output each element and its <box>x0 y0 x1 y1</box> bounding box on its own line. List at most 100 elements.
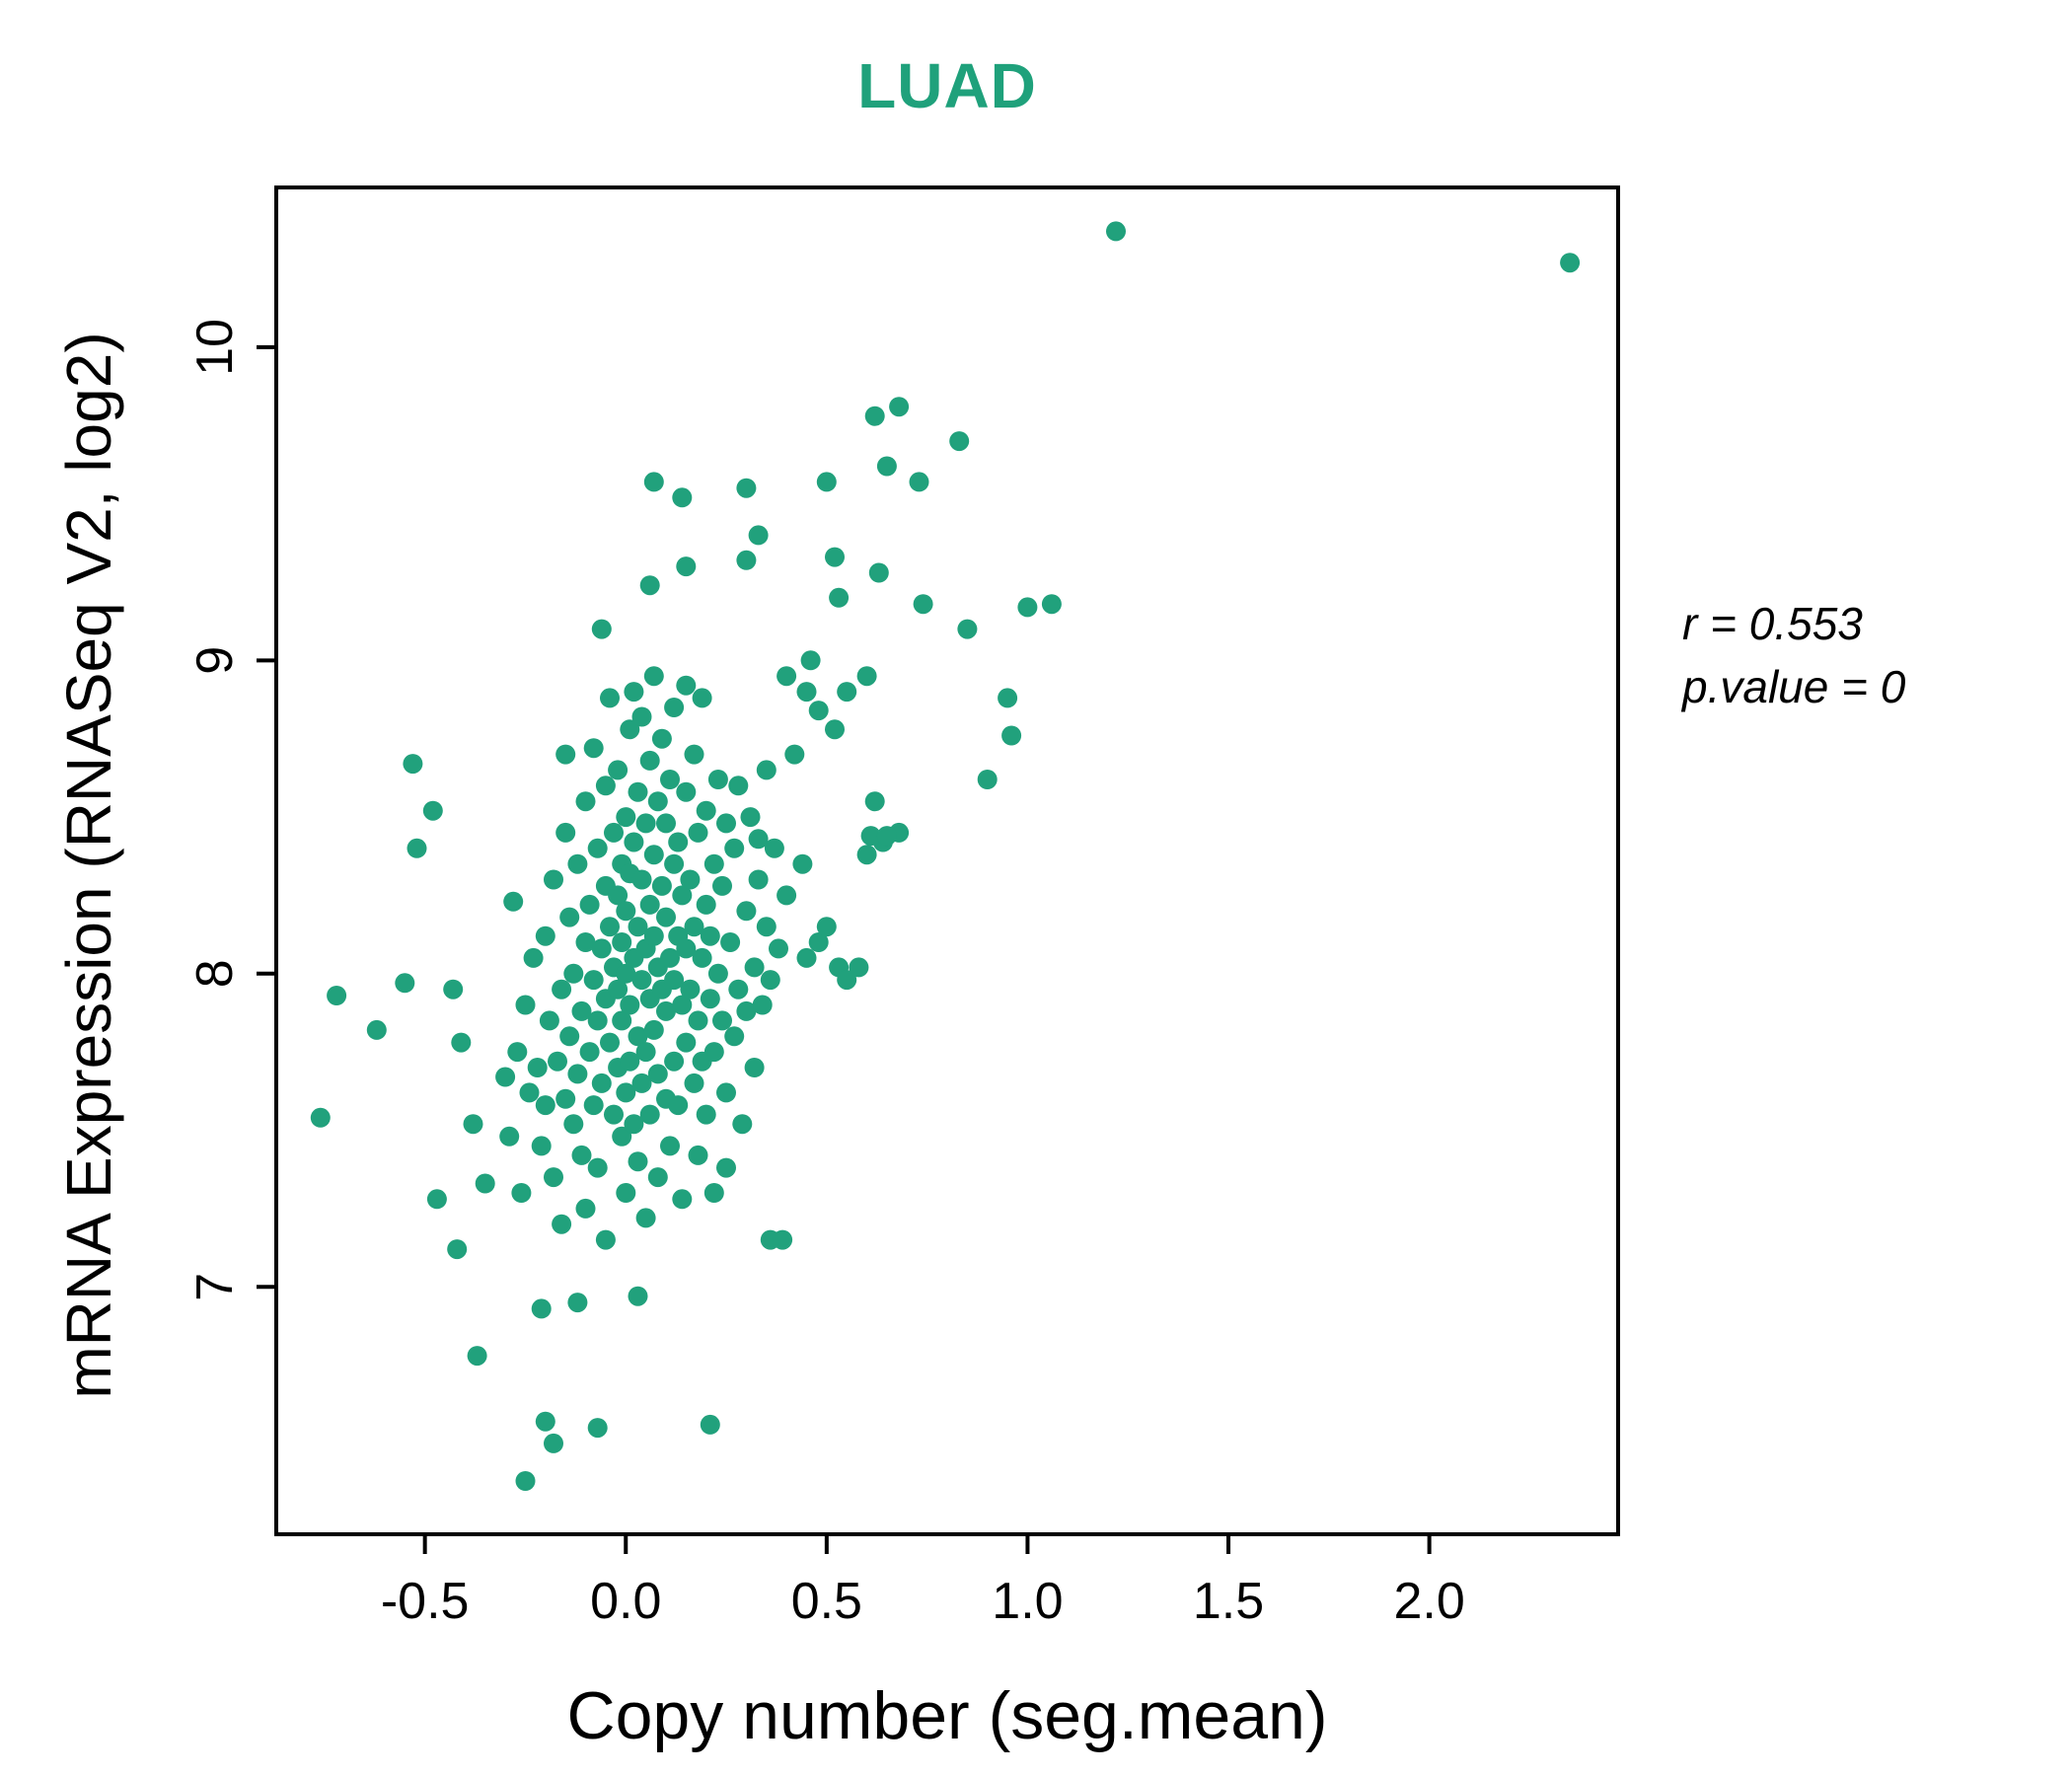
data-point <box>631 869 652 890</box>
data-point <box>672 487 693 508</box>
data-point <box>680 869 701 890</box>
data-point <box>664 1051 685 1072</box>
data-point <box>552 979 572 999</box>
data-point <box>868 562 889 583</box>
data-point <box>503 891 524 912</box>
data-point <box>535 925 555 946</box>
data-point <box>777 666 797 687</box>
data-point <box>507 1042 528 1063</box>
data-point <box>643 925 664 946</box>
data-point <box>684 1073 704 1093</box>
data-point <box>684 917 704 937</box>
data-point <box>639 1104 660 1125</box>
x-tick-label: 0.5 <box>791 1573 862 1630</box>
data-point <box>664 853 685 874</box>
data-point <box>1560 253 1581 273</box>
data-point <box>748 829 769 850</box>
data-point <box>555 822 576 843</box>
data-point <box>856 666 877 687</box>
data-point <box>628 917 648 937</box>
data-point <box>728 776 749 796</box>
data-point <box>728 979 749 999</box>
data-point <box>422 800 443 821</box>
data-point <box>624 832 644 852</box>
y-tick-label: 8 <box>186 959 244 988</box>
data-point <box>639 750 660 771</box>
data-point <box>849 957 869 978</box>
data-point <box>1041 594 1062 615</box>
data-point <box>913 594 933 615</box>
data-point <box>696 894 716 915</box>
data-point <box>579 1042 600 1063</box>
data-point <box>829 587 850 608</box>
data-point <box>700 925 720 946</box>
data-point <box>624 682 644 703</box>
data-point <box>608 885 629 906</box>
data-point <box>740 807 761 828</box>
data-point <box>700 989 720 1009</box>
data-point <box>651 728 672 749</box>
data-point <box>796 682 817 703</box>
data-point <box>688 1010 708 1031</box>
data-point <box>977 770 998 789</box>
data-point <box>736 550 757 570</box>
data-point <box>656 1000 676 1021</box>
data-point <box>447 1239 468 1260</box>
data-point <box>712 1010 732 1031</box>
data-point <box>612 1126 632 1147</box>
data-point <box>909 472 929 492</box>
data-point <box>816 917 837 937</box>
data-point <box>591 1073 612 1093</box>
data-point <box>327 986 347 1005</box>
data-point <box>628 1286 648 1306</box>
data-point <box>773 1229 793 1250</box>
data-point <box>567 1064 588 1084</box>
data-point <box>395 973 415 994</box>
data-point <box>736 901 757 922</box>
correlation-annotation: r = 0.553 p.value = 0 <box>1682 592 1905 718</box>
data-point <box>764 838 784 858</box>
data-point <box>552 1214 572 1234</box>
data-point <box>567 853 588 874</box>
data-point <box>825 719 845 740</box>
data-point <box>957 619 978 639</box>
data-point <box>523 947 544 968</box>
data-point <box>744 957 765 978</box>
p-value-text: p.value = 0 <box>1682 661 1906 712</box>
data-point <box>555 1088 576 1109</box>
data-point <box>647 1167 668 1188</box>
x-tick-label: 1.0 <box>992 1573 1063 1630</box>
data-point <box>664 698 685 717</box>
data-point <box>575 932 596 952</box>
data-point <box>752 995 773 1015</box>
data-point <box>575 791 596 812</box>
data-point <box>656 813 676 834</box>
data-point <box>587 1010 608 1031</box>
data-point <box>860 826 881 847</box>
data-point <box>531 1136 552 1156</box>
data-point <box>816 472 837 492</box>
data-point <box>672 885 693 906</box>
data-point <box>583 738 604 759</box>
data-point <box>616 901 636 922</box>
data-point <box>724 1026 745 1047</box>
x-tick-label: 2.0 <box>1393 1573 1464 1630</box>
data-point <box>620 719 640 740</box>
data-point <box>639 575 660 596</box>
data-point <box>628 1151 648 1172</box>
data-point <box>535 1411 555 1432</box>
data-point <box>624 1114 644 1135</box>
data-point <box>531 1298 552 1319</box>
data-point <box>660 947 680 968</box>
data-point <box>643 666 664 687</box>
data-point <box>583 1095 604 1116</box>
data-point <box>310 1107 331 1128</box>
data-point <box>647 1064 668 1084</box>
chart-title: LUAD <box>857 50 1037 121</box>
data-point <box>495 1067 516 1087</box>
data-point <box>591 938 612 959</box>
data-point <box>535 1095 555 1116</box>
data-point <box>539 1010 559 1031</box>
plot-border <box>274 185 1620 1536</box>
data-point <box>519 1082 540 1103</box>
